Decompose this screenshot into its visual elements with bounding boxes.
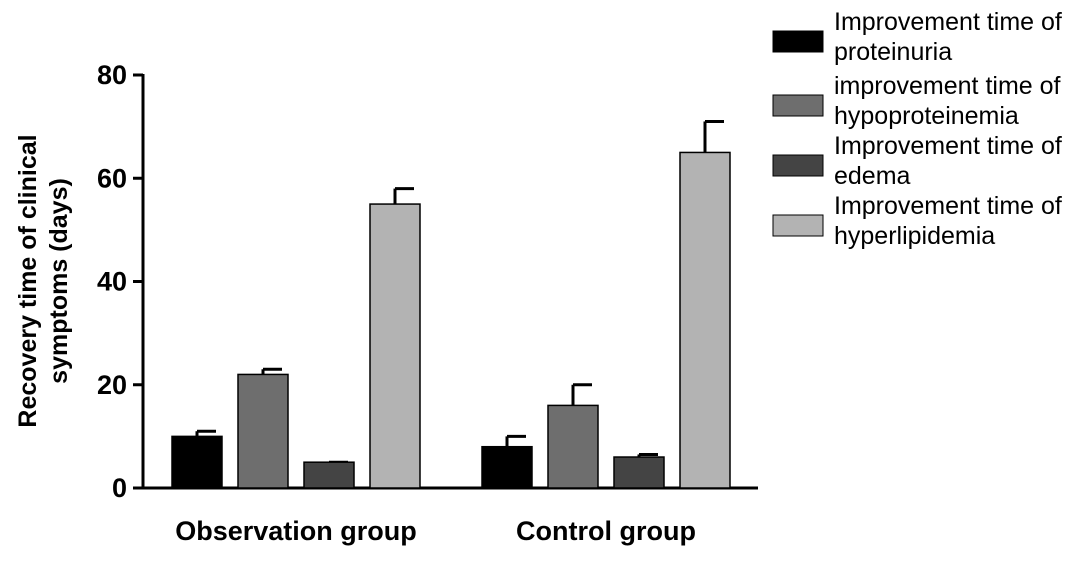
bar-observation-group-series-1 — [237, 373, 289, 489]
legend-label: hyperlipidemia — [834, 222, 995, 250]
y-tick-label: 40 — [97, 267, 127, 297]
bar-control-group-series-0 — [481, 445, 533, 489]
y-tick-label: 0 — [112, 473, 127, 503]
bar-control-group-series-2 — [613, 456, 665, 489]
legend-label: Improvement time of — [834, 192, 1062, 220]
legend-swatch — [772, 214, 824, 237]
legend-swatch — [772, 94, 824, 117]
legend-label: Improvement time of — [834, 132, 1062, 160]
legend-swatch — [772, 154, 824, 177]
legend-label: proteinuria — [834, 38, 952, 66]
x-tick-label: Observation group — [175, 516, 417, 546]
bar-control-group-series-1 — [547, 404, 599, 489]
bar-control-group-series-3 — [679, 151, 731, 489]
legend-label: hypoproteinemia — [834, 102, 1019, 130]
legend-label: improvement time of — [834, 72, 1061, 100]
bar-observation-group-series-2 — [303, 461, 355, 489]
bar-observation-group-series-0 — [171, 435, 223, 489]
y-tick-label: 20 — [97, 370, 127, 400]
y-axis-label: symptoms (days) — [45, 178, 73, 384]
y-tick-label: 80 — [97, 60, 127, 90]
y-axis-label: Recovery time of clinical — [14, 134, 42, 427]
legend-label: Improvement time of — [834, 8, 1062, 36]
y-tick-label: 60 — [97, 163, 127, 193]
x-tick-label: Control group — [516, 516, 696, 546]
bar-observation-group-series-3 — [369, 203, 421, 489]
legend-label: edema — [834, 162, 911, 190]
legend-swatch — [772, 30, 824, 53]
